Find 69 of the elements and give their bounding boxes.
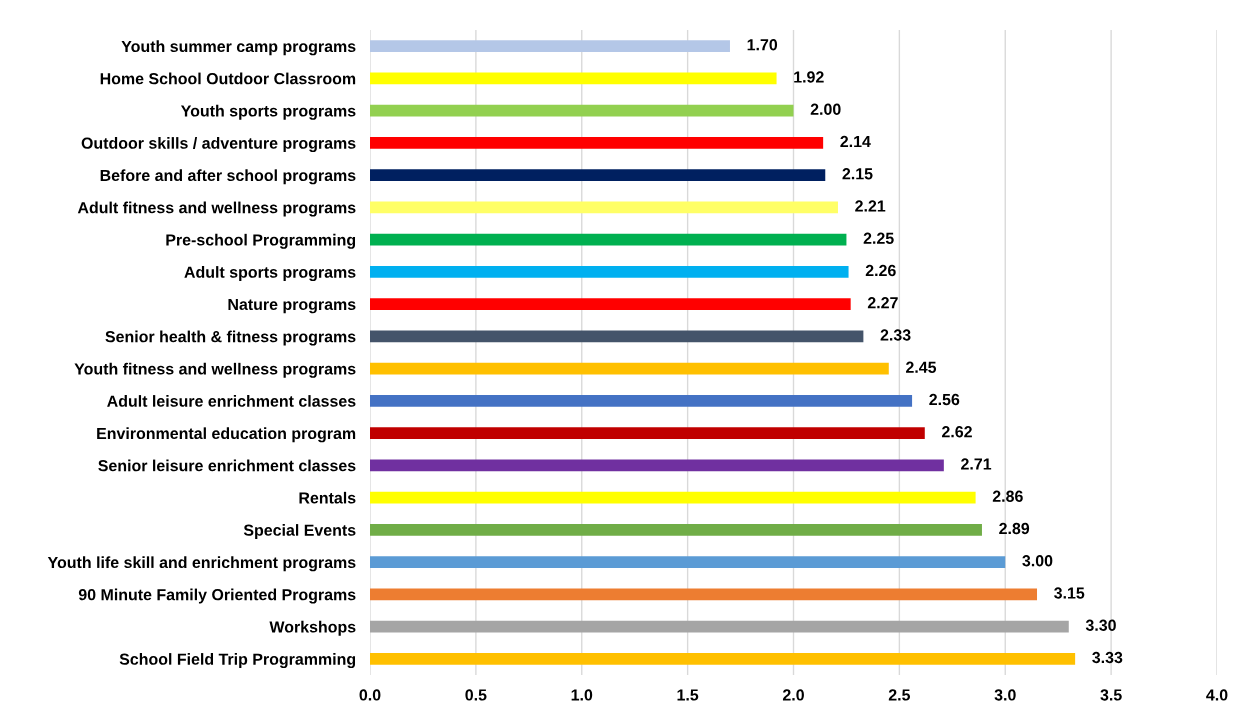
y-tick-label: Before and after school programs (100, 169, 356, 185)
x-tick-label: 0.5 (465, 689, 487, 701)
data-label: 2.14 (840, 135, 871, 148)
y-tick-label: Youth life skill and enrichment programs (47, 556, 356, 572)
data-label: 2.27 (867, 297, 898, 309)
bar (370, 427, 925, 440)
data-label: 3.33 (1092, 651, 1123, 664)
y-tick-label: Adult fitness and wellness programs (77, 201, 356, 217)
bar (370, 556, 1006, 569)
x-tick-label: 2.0 (782, 689, 804, 701)
x-tick-label: 1.5 (677, 689, 699, 701)
y-tick-label: Adult sports programs (184, 266, 356, 282)
bar (370, 72, 777, 85)
x-tick-label: 1.0 (571, 689, 593, 701)
data-label: 2.26 (865, 264, 896, 277)
bar (370, 265, 849, 278)
data-label: 2.15 (842, 168, 873, 180)
y-tick-label: Senior leisure enrichment classes (98, 459, 356, 472)
y-tick-label: Rentals (299, 491, 356, 504)
data-label: 2.86 (992, 490, 1023, 502)
x-tick-label: 3.0 (994, 689, 1016, 701)
y-tick-label: Youth summer camp programs (121, 40, 356, 56)
data-label: 3.00 (1022, 555, 1053, 567)
bar (370, 459, 944, 472)
data-label: 2.21 (855, 200, 886, 212)
data-label: 2.56 (929, 393, 960, 406)
data-label: 1.70 (747, 39, 778, 51)
bar (370, 362, 889, 375)
data-label: 2.62 (942, 426, 972, 438)
y-tick-label: Outdoor skills / adventure programs (81, 137, 356, 153)
bar (370, 136, 824, 149)
x-tick-label: 4.0 (1206, 689, 1228, 701)
data-label: 2.25 (863, 232, 894, 244)
bar (370, 588, 1038, 601)
data-label: 3.30 (1085, 619, 1116, 631)
bar (370, 620, 1069, 633)
bar (370, 233, 847, 246)
data-label: 3.15 (1054, 587, 1085, 599)
data-label: 1.92 (794, 71, 824, 83)
bar (370, 201, 838, 214)
y-tick-label: Adult leisure enrichment classes (107, 395, 356, 407)
x-tick-label: 3.5 (1100, 689, 1122, 701)
data-label: 2.89 (999, 522, 1030, 535)
bar (370, 298, 851, 311)
bar (370, 652, 1076, 665)
bar (370, 330, 864, 343)
bar (370, 394, 913, 407)
bar (370, 40, 730, 53)
x-tick-label: 2.5 (888, 689, 911, 701)
y-tick-label: Nature programs (228, 298, 356, 314)
data-label: 2.71 (961, 458, 992, 470)
y-tick-label: School Field Trip Programming (119, 653, 356, 669)
y-tick-label: Workshops (269, 620, 356, 636)
data-label: 2.00 (810, 103, 841, 115)
bar (370, 491, 976, 504)
y-tick-label: Youth fitness and wellness programs (74, 362, 356, 378)
y-tick-label: Environmental education program (97, 427, 356, 443)
bar (370, 169, 826, 182)
y-tick-label: Youth sports programs (180, 104, 356, 120)
data-label: 2.45 (906, 361, 937, 373)
y-tick-label: Senior health & fitness programs (105, 330, 356, 346)
y-tick-label: Special Events (243, 524, 356, 539)
y-tick-label: Home School Outdoor Classroom (100, 72, 356, 85)
data-label: 2.33 (880, 329, 911, 341)
y-tick-label: 90 Minute Family Oriented Programs (78, 588, 356, 604)
bar (370, 104, 794, 117)
x-tick-label: 0.0 (359, 689, 381, 701)
y-tick-label: Pre-school Programming (166, 233, 356, 249)
bar (370, 523, 982, 536)
